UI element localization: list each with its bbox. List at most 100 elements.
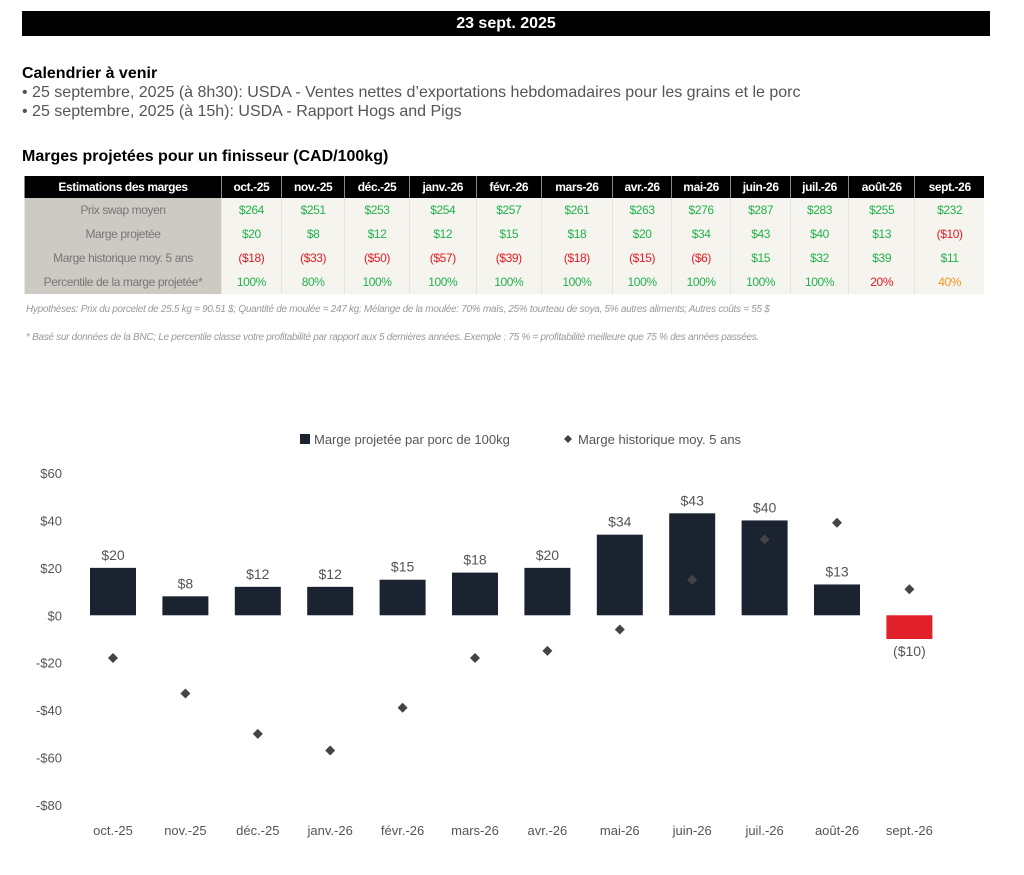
table-cell: 100%	[670, 270, 731, 294]
legend-diamond-label: Marge historique moy. 5 ans	[578, 432, 742, 447]
table-cell: $39	[848, 246, 915, 270]
table-cell: $12	[344, 222, 410, 246]
bar	[596, 534, 643, 616]
month-header: nov.-25	[280, 176, 345, 198]
legend-diamond-icon	[564, 435, 572, 443]
bar	[814, 584, 860, 616]
historical-marker	[108, 652, 118, 663]
table-cell: 100%	[790, 270, 849, 294]
bar-data-label: $8	[178, 575, 194, 591]
month-header: janv.-26	[408, 176, 477, 198]
y-tick-label: $60	[40, 466, 62, 481]
calendar-title: Calendrier à venir	[22, 65, 158, 82]
bar-data-label: $20	[536, 547, 560, 563]
table-row: Prix swap moyen $264 $251 $253 $254 $257 $261 $…	[24, 198, 984, 222]
table-cell: 100%	[730, 270, 791, 294]
x-tick-label: nov.-25	[164, 823, 206, 838]
table-cell: $20	[221, 222, 282, 246]
table-cell: ($6)	[670, 246, 731, 270]
calendar-item: • 25 septembre, 2025 (à 8h30): USDA - Ve…	[22, 84, 801, 101]
table-cell: ($10)	[914, 222, 984, 246]
table-cell: 100%	[344, 270, 410, 294]
x-tick-label: juil.-26	[744, 823, 783, 838]
footnote: * Basé sur données de la BNC; Le percent…	[26, 332, 759, 343]
table-cell: ($39)	[476, 246, 542, 270]
bar	[162, 596, 209, 616]
table-cell: $263	[612, 198, 672, 222]
table-cell: ($15)	[612, 246, 672, 270]
month-header: avr.-26	[612, 176, 672, 198]
legend-bar-swatch	[300, 434, 310, 444]
table-cell: 100%	[408, 270, 477, 294]
bar-data-label: $12	[246, 566, 270, 582]
historical-marker	[904, 584, 915, 595]
legend-bar-label: Marge projetée par porc de 100kg	[314, 432, 510, 447]
calendar-section: Calendrier à venir • 25 septembre, 2025 …	[22, 64, 801, 121]
bar	[524, 567, 571, 616]
table-cell: $254	[408, 198, 477, 222]
table-cell: $15	[476, 222, 542, 246]
x-tick-label: mars-26	[451, 823, 499, 838]
y-tick-label: -$20	[36, 656, 62, 671]
x-tick-label: juin-26	[672, 823, 712, 838]
x-tick-label: janv.-26	[307, 823, 353, 838]
historical-marker	[325, 745, 336, 756]
historical-marker	[759, 534, 770, 545]
table-cell: $34	[670, 222, 731, 246]
row-label: Percentile de la marge projetée*	[24, 270, 222, 294]
bar	[90, 567, 136, 616]
table-cell: 80%	[280, 270, 345, 294]
historical-marker	[832, 517, 842, 528]
x-tick-label: août-26	[815, 823, 859, 838]
bar	[234, 586, 281, 616]
bar	[669, 513, 716, 616]
table-cell: $276	[670, 198, 731, 222]
bar-data-label: $12	[319, 566, 343, 582]
historical-marker	[252, 728, 263, 739]
table-cell: $15	[730, 246, 791, 270]
bar-data-label: $13	[825, 563, 849, 579]
y-tick-label: $0	[48, 608, 62, 623]
table-cell: 20%	[848, 270, 915, 294]
table-cell: $257	[476, 198, 542, 222]
margins-title: Marges projetées pour un finisseur (CAD/…	[22, 148, 389, 165]
table-cell: $20	[612, 222, 672, 246]
table-cell: ($18)	[540, 246, 613, 270]
historical-marker	[614, 624, 625, 635]
table-cell: 100%	[221, 270, 282, 294]
margins-table: Estimations des marges oct.-25 nov.-25 déc.…	[24, 176, 984, 294]
y-tick-label: $40	[40, 513, 62, 528]
table-cell: $261	[540, 198, 613, 222]
x-tick-label: déc.-25	[236, 823, 279, 838]
table-cell: $43	[730, 222, 791, 246]
historical-marker	[180, 688, 191, 699]
bar-data-label: $34	[608, 514, 632, 530]
month-header: sept.-26	[914, 176, 984, 198]
table-cell: 100%	[540, 270, 613, 294]
table-cell: 100%	[612, 270, 672, 294]
y-tick-label: -$40	[36, 703, 62, 718]
y-tick-label: -$80	[36, 798, 62, 813]
table-cell: $18	[540, 222, 613, 246]
table-cell: ($18)	[221, 246, 282, 270]
date-banner: 23 sept. 2025	[22, 11, 990, 36]
x-tick-label: mai-26	[600, 823, 640, 838]
month-header: févr.-26	[476, 176, 542, 198]
bar	[452, 572, 498, 616]
table-cell: $251	[280, 198, 345, 222]
historical-marker	[397, 702, 408, 713]
month-header: déc.-25	[344, 176, 410, 198]
month-header: août-26	[848, 176, 915, 198]
x-tick-label: oct.-25	[93, 823, 133, 838]
row-label: Marge historique moy. 5 ans	[24, 246, 222, 270]
table-cell: $12	[408, 222, 477, 246]
x-tick-label: févr.-26	[381, 823, 424, 838]
y-tick-label: $20	[40, 561, 62, 576]
table-cell: $283	[790, 198, 849, 222]
month-header: juil.-26	[790, 176, 849, 198]
table-cell: ($33)	[280, 246, 345, 270]
table-cell: $255	[848, 198, 915, 222]
table-cell: ($57)	[408, 246, 477, 270]
x-tick-label: avr.-26	[528, 823, 568, 838]
bar-data-label: $43	[681, 492, 705, 508]
